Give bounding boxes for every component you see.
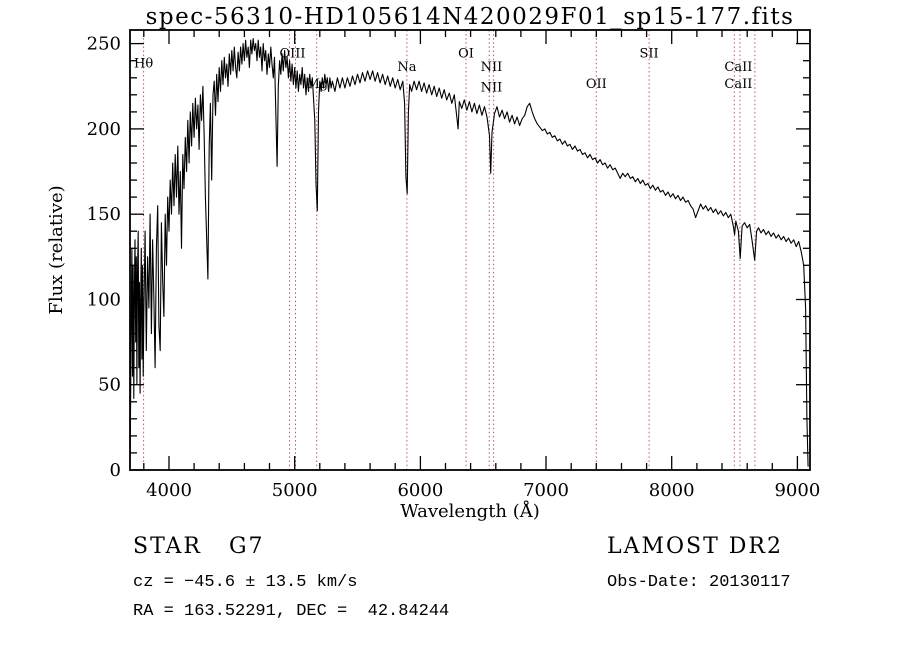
x-tick-label: 8000: [649, 480, 695, 501]
spectral-marker-lines: [143, 30, 756, 470]
ra-dec-value: RA = 163.52291, DEC = 42.84244: [133, 602, 450, 621]
y-tick-label: 0: [110, 460, 121, 481]
spectral-line-label: Hθ: [134, 57, 153, 72]
spectral-line-label: OI: [458, 46, 474, 61]
plot-title: spec-56310-HD105614N420029F01_sp15-177.f…: [146, 4, 795, 30]
object-class-label: STAR G7: [133, 534, 265, 559]
y-tick-label: 250: [87, 34, 121, 55]
plot-frame: [129, 29, 811, 471]
axis-tick-labels: 4000 5000 6000 7000 8000 9000 0 50 100 150 200 250: [87, 34, 821, 501]
spectral-line-label: NII: [481, 60, 503, 75]
spectral-line-label: CaII: [724, 60, 752, 75]
spectral-line-label: OIII: [279, 46, 305, 61]
spectral-line-label: CaII: [724, 77, 752, 92]
x-tick-label: 5000: [272, 480, 318, 501]
x-axis-label: Wavelength (Å): [400, 500, 540, 522]
axis-ticks: [130, 30, 810, 471]
y-tick-label: 150: [87, 204, 121, 225]
spectrum-trace: [129, 37, 809, 467]
cz-value: cz = −45.6 ± 13.5 km/s: [133, 573, 358, 592]
spectral-line-label: OII: [586, 77, 607, 92]
spectral-line-label: SII: [640, 46, 659, 61]
x-tick-label: 6000: [397, 480, 443, 501]
y-tick-label: 100: [87, 290, 121, 311]
survey-label: LAMOST DR2: [607, 534, 783, 559]
y-tick-label: 200: [87, 119, 121, 140]
y-tick-label: 50: [98, 375, 121, 396]
spectral-line-label: Na: [397, 60, 416, 75]
x-tick-label: 7000: [523, 480, 569, 501]
spectrum-line: [129, 37, 809, 467]
spectral-line-label: NII: [481, 80, 503, 95]
obs-date: Obs-Date: 20130117: [607, 573, 791, 592]
x-tick-label: 4000: [146, 480, 192, 501]
x-tick-label: 9000: [774, 480, 820, 501]
y-axis-label: Flux (relative): [46, 185, 67, 314]
